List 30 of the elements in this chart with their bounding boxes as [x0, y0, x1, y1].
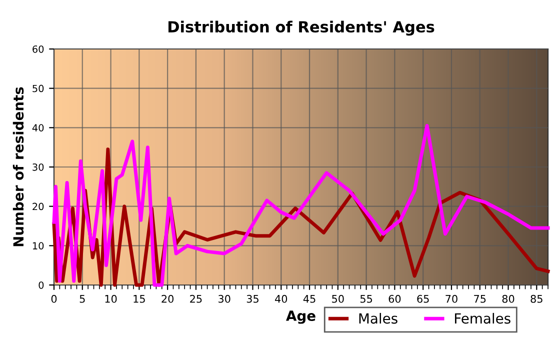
y-tick-label: 0	[38, 281, 44, 289]
x-tick-label: 40	[275, 294, 288, 303]
legend-label: Males	[359, 312, 398, 324]
x-tick-label: 0	[51, 294, 57, 303]
x-tick-label: 60	[388, 294, 401, 303]
y-axis-title: Number of residents	[12, 87, 24, 246]
y-tick-label: 60	[32, 45, 44, 53]
x-tick-label: 50	[332, 294, 344, 303]
y-tick-label: 50	[32, 84, 44, 92]
x-tick-label: 75	[474, 295, 486, 303]
y-tick-label: 30	[32, 163, 44, 171]
x-tick-label: 35	[246, 294, 258, 303]
x-tick-label: 80	[502, 294, 514, 303]
x-tick-label: 30	[218, 294, 230, 303]
x-tick-label: 15	[134, 295, 145, 303]
chart-title: Distribution of Residents' Ages	[168, 20, 434, 36]
x-axis-title: Age	[286, 310, 316, 324]
x-tick-label: 5	[80, 295, 85, 303]
y-tick-label: 10	[32, 242, 44, 250]
x-tick-label: 70	[446, 294, 458, 303]
y-tick-label: 20	[32, 202, 44, 210]
x-tick-label: 20	[162, 294, 174, 303]
x-tick-label: 85	[530, 294, 542, 303]
x-tick-label: 10	[105, 294, 117, 303]
x-tick-label: 55	[360, 295, 372, 303]
x-tick-label: 25	[190, 294, 202, 303]
legend-label: Females	[455, 312, 510, 324]
x-tick-label: 65	[417, 294, 429, 303]
x-tick-label: 45	[303, 295, 316, 303]
y-tick-label: 40	[32, 124, 44, 132]
